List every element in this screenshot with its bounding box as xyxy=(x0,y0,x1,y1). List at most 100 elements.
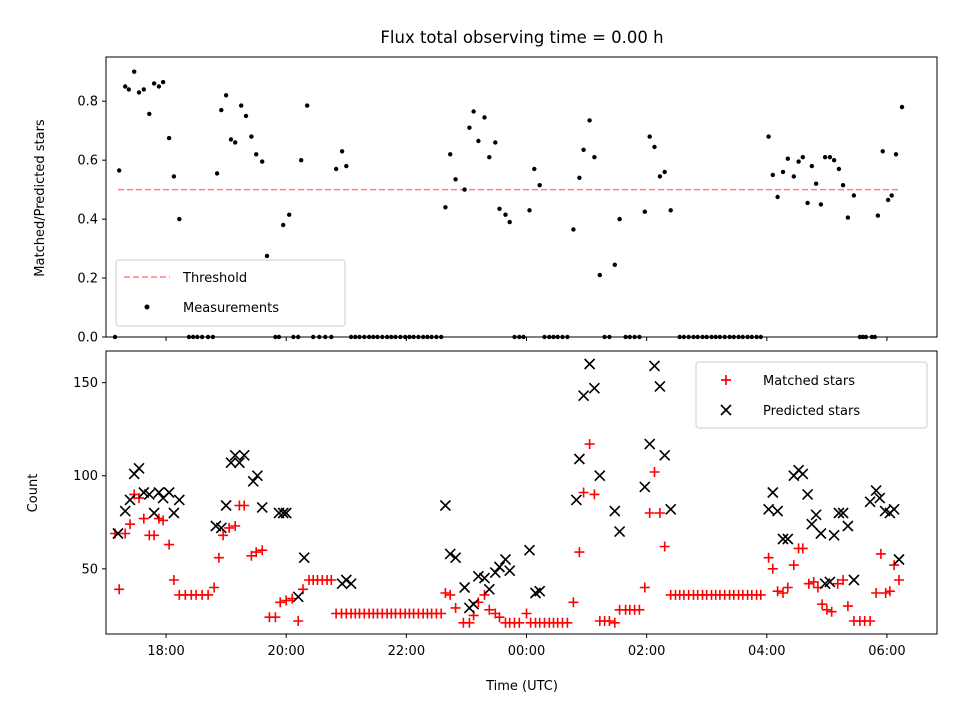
matched-star-point xyxy=(568,597,579,608)
measurement-point xyxy=(333,166,339,172)
measurement-point xyxy=(132,69,137,74)
measurement-point xyxy=(809,163,814,169)
measurement-point xyxy=(647,134,652,139)
measurement-point xyxy=(775,194,780,200)
matched-star-point xyxy=(114,584,125,595)
predicted-star-point xyxy=(842,520,854,532)
measurement-point xyxy=(117,168,122,173)
predicted-star-point xyxy=(588,382,600,394)
time-x-tick-label: 20:00 xyxy=(267,644,304,659)
ratio-axes: Flux total observing time = 0.00 h Match… xyxy=(33,28,938,346)
matched-star-point xyxy=(767,563,778,574)
time-x-tick-label: 00:00 xyxy=(508,644,545,659)
matched-star-point xyxy=(239,500,250,511)
predicted-star-point xyxy=(806,518,818,530)
measurement-point xyxy=(766,134,771,139)
matched-star-point xyxy=(293,616,304,626)
measurement-point xyxy=(219,107,224,113)
matched-star-point xyxy=(251,547,262,558)
time-x-tick-label: 22:00 xyxy=(388,644,425,659)
predicted-star-point xyxy=(247,475,259,487)
measurement-point xyxy=(487,155,492,160)
predicted-star-point xyxy=(444,548,456,560)
predicted-star-point xyxy=(609,505,621,517)
time-x-tick-label: 02:00 xyxy=(628,644,665,659)
measurement-point xyxy=(899,104,905,110)
measurement-point xyxy=(151,81,157,86)
predicted-star-point xyxy=(233,457,245,469)
matched-star-point xyxy=(120,528,131,539)
predicted-star-point xyxy=(468,598,480,610)
predicted-star-point xyxy=(534,585,546,597)
count-legend-box xyxy=(695,361,928,429)
matched-star-point xyxy=(889,560,900,571)
predicted-star-point xyxy=(848,574,860,586)
matched-star-point xyxy=(224,522,235,533)
predicted-star-point xyxy=(143,488,155,500)
measurement-point xyxy=(228,137,234,142)
matched-star-point xyxy=(842,601,853,612)
predicted-star-point xyxy=(644,438,656,450)
measurement-point xyxy=(214,171,220,176)
matched-star-point xyxy=(778,588,788,598)
matched-star-point xyxy=(821,604,832,615)
matched-star-point xyxy=(168,575,179,585)
matched-star-point xyxy=(763,552,774,563)
measurement-point xyxy=(597,272,602,278)
measurement-point xyxy=(299,158,304,163)
predicted-star-point xyxy=(874,492,886,504)
predicted-star-point xyxy=(614,526,626,538)
count-y-axis-label: Count xyxy=(26,474,41,513)
measurement-point xyxy=(805,200,810,206)
measurement-point xyxy=(503,212,508,217)
measurement-point xyxy=(497,206,502,211)
matched-star-point xyxy=(808,576,819,587)
matched-star-point xyxy=(209,582,220,593)
matched-star-point xyxy=(609,617,620,628)
predicted-star-point xyxy=(782,533,794,545)
predicted-star-point xyxy=(763,503,775,515)
measurement-point xyxy=(223,93,229,98)
matched-star-point xyxy=(659,541,670,552)
measurement-point xyxy=(785,156,790,161)
measurement-point xyxy=(889,193,894,198)
matched-star-point xyxy=(875,548,886,559)
predicted-star-point xyxy=(578,390,590,402)
matched-star-point xyxy=(125,519,135,530)
measurement-point xyxy=(264,253,270,259)
measurement-point xyxy=(668,208,673,213)
count-legend: Matched stars Predicted stars xyxy=(695,361,928,429)
count-y-tick-label: 100 xyxy=(73,469,98,484)
predicted-star-point xyxy=(277,507,289,519)
measurements-legend-swatch xyxy=(144,304,150,310)
measurement-point xyxy=(831,158,837,163)
matched-star-point xyxy=(445,589,456,600)
measurement-point xyxy=(453,177,458,182)
ratio-y-axis-label: Matched/Predicted stars xyxy=(33,119,48,277)
predicted-star-point xyxy=(772,505,784,517)
predicted-star-point xyxy=(815,527,827,540)
measurement-point xyxy=(581,147,586,152)
matched-star-point xyxy=(562,617,573,628)
measurement-point xyxy=(260,159,265,164)
predicted-star-point xyxy=(777,533,789,545)
predicted-star-point xyxy=(489,567,501,579)
predicted-star-point xyxy=(802,488,814,500)
matched-star-point xyxy=(772,586,783,597)
matched-star-point xyxy=(464,617,475,628)
predicted-star-point xyxy=(459,581,471,594)
predicted-star-point xyxy=(148,507,160,519)
predicted-star-point xyxy=(163,486,175,499)
predicted-legend-swatch xyxy=(720,404,732,416)
ratio-axis-ticks: 0.0 0.2 0.4 0.6 0.8 xyxy=(77,95,888,346)
measurement-point xyxy=(571,227,576,232)
measurement-point xyxy=(448,152,453,157)
measurement-point xyxy=(177,216,182,222)
matched-star-point xyxy=(634,604,645,615)
ratio-legend: Threshold Measurements xyxy=(115,259,346,327)
measurement-point xyxy=(796,159,801,164)
predicted-star-point xyxy=(493,561,506,573)
matched-star-point xyxy=(865,616,876,626)
matched-star-point xyxy=(230,521,241,531)
measurement-point xyxy=(239,103,244,108)
